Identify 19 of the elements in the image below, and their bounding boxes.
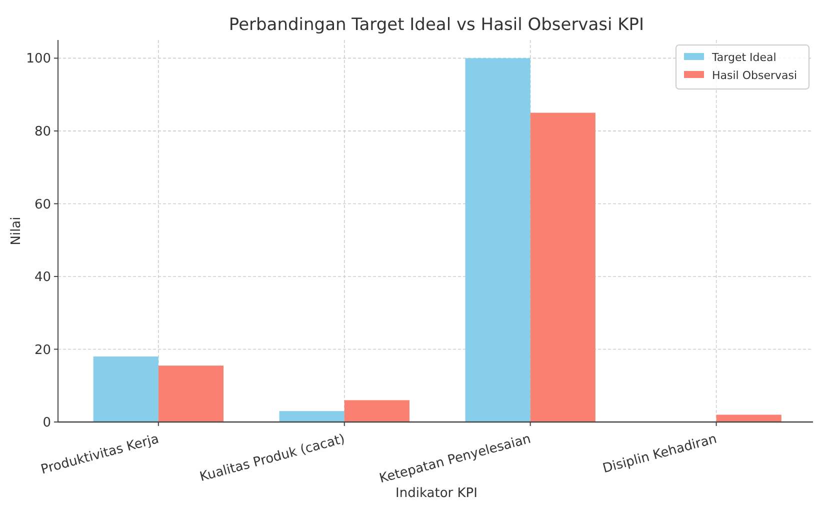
x-axis-title: Indikator KPI (396, 486, 478, 501)
y-tick-label: 40 (34, 270, 51, 286)
bar (530, 112, 596, 422)
bar (716, 414, 782, 422)
y-tick-label: 80 (34, 124, 51, 140)
legend-label: Target Ideal (711, 50, 776, 64)
bar (465, 58, 530, 422)
x-tick-label: Kualitas Produk (cacat) (198, 432, 347, 485)
y-axis-title: Nilai (9, 216, 24, 246)
y-tick-label: 60 (34, 197, 51, 212)
chart-title: Perbandingan Target Ideal vs Hasil Observasi KPI (228, 15, 644, 35)
bar (158, 366, 224, 422)
y-tick-label: 20 (34, 342, 51, 358)
bar (344, 400, 410, 422)
y-tick-label: 100 (26, 52, 51, 67)
legend-label: Hasil Observasi (712, 68, 798, 82)
bar (93, 356, 158, 422)
bar (279, 411, 344, 422)
y-tick-label: 0 (42, 416, 51, 431)
